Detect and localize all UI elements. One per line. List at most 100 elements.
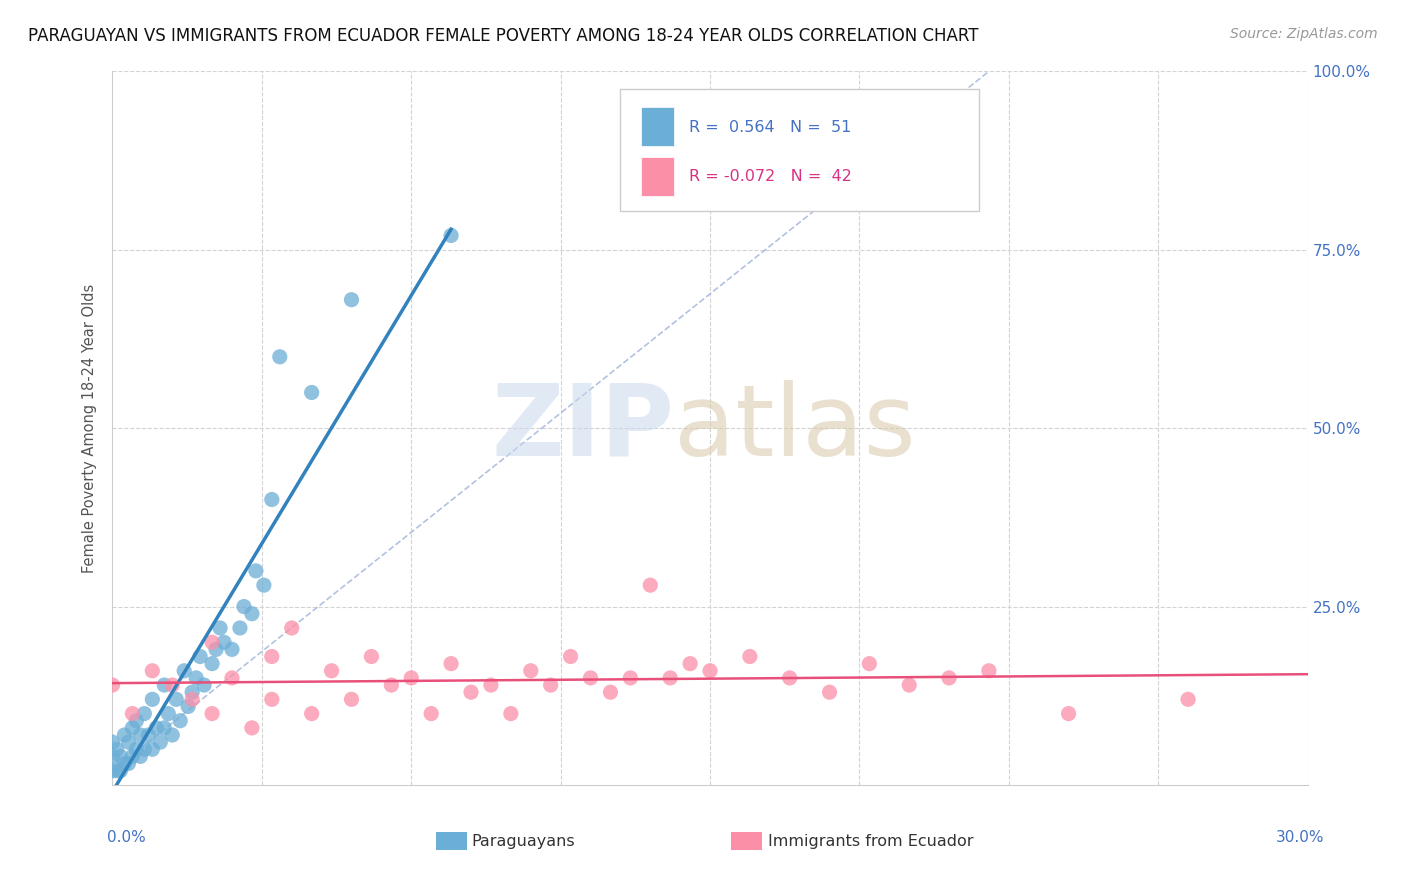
Point xyxy=(229,621,252,635)
Point xyxy=(129,749,152,764)
Point xyxy=(101,678,124,692)
Point xyxy=(401,671,423,685)
Point xyxy=(679,657,702,671)
Point xyxy=(858,657,880,671)
Point xyxy=(233,599,256,614)
FancyBboxPatch shape xyxy=(641,107,675,146)
Point xyxy=(169,714,191,728)
Point xyxy=(117,756,139,771)
Point xyxy=(560,649,582,664)
Point xyxy=(221,671,243,685)
Point xyxy=(153,721,176,735)
Point xyxy=(193,678,215,692)
Point xyxy=(898,678,921,692)
Point xyxy=(138,728,160,742)
Point xyxy=(619,671,641,685)
Point xyxy=(153,678,176,692)
Point xyxy=(181,692,204,706)
Point xyxy=(125,742,148,756)
Point xyxy=(659,671,682,685)
Point xyxy=(260,649,283,664)
Point xyxy=(114,756,135,771)
Point xyxy=(738,649,761,664)
Point xyxy=(253,578,276,592)
Point xyxy=(440,657,463,671)
Point xyxy=(165,692,187,706)
Point xyxy=(181,685,204,699)
Point xyxy=(173,664,195,678)
Point xyxy=(479,678,502,692)
Point xyxy=(157,706,180,721)
Point xyxy=(201,657,224,671)
Text: 30.0%: 30.0% xyxy=(1277,830,1324,845)
Text: 0.0%: 0.0% xyxy=(107,830,146,845)
Point xyxy=(101,735,124,749)
Point xyxy=(141,664,163,678)
Point xyxy=(301,385,323,400)
Point xyxy=(579,671,602,685)
Point xyxy=(779,671,801,685)
Point xyxy=(269,350,291,364)
Text: R =  0.564   N =  51: R = 0.564 N = 51 xyxy=(689,120,851,135)
Point xyxy=(360,649,382,664)
Point xyxy=(162,728,183,742)
Point xyxy=(1177,692,1199,706)
Point xyxy=(117,735,139,749)
Point xyxy=(699,664,721,678)
Point xyxy=(520,664,543,678)
Point xyxy=(301,706,323,721)
Point xyxy=(125,714,148,728)
Text: Immigrants from Ecuador: Immigrants from Ecuador xyxy=(768,834,973,848)
Text: ZIP: ZIP xyxy=(491,380,675,476)
Point xyxy=(121,749,143,764)
Point xyxy=(1057,706,1080,721)
Y-axis label: Female Poverty Among 18-24 Year Olds: Female Poverty Among 18-24 Year Olds xyxy=(82,284,97,573)
Point xyxy=(340,692,363,706)
Point xyxy=(177,699,200,714)
Point xyxy=(110,764,132,778)
Point xyxy=(141,692,163,706)
Point xyxy=(205,642,228,657)
Point xyxy=(186,671,208,685)
FancyBboxPatch shape xyxy=(620,89,979,211)
Point xyxy=(460,685,482,699)
FancyBboxPatch shape xyxy=(641,157,675,196)
Point xyxy=(240,607,263,621)
Point xyxy=(977,664,1000,678)
Point xyxy=(149,735,172,749)
Text: atlas: atlas xyxy=(675,380,915,476)
Text: Source: ZipAtlas.com: Source: ZipAtlas.com xyxy=(1230,27,1378,41)
Point xyxy=(499,706,522,721)
Point xyxy=(340,293,363,307)
Point xyxy=(208,621,231,635)
Point xyxy=(141,742,163,756)
Point xyxy=(260,692,283,706)
Point xyxy=(420,706,443,721)
Point xyxy=(638,578,662,592)
Point xyxy=(245,564,267,578)
Point xyxy=(321,664,343,678)
Point xyxy=(105,764,128,778)
Point xyxy=(101,749,124,764)
Text: R = -0.072   N =  42: R = -0.072 N = 42 xyxy=(689,169,852,185)
Point xyxy=(938,671,960,685)
Point xyxy=(105,742,128,756)
Point xyxy=(818,685,841,699)
Point xyxy=(221,642,243,657)
Point xyxy=(134,742,156,756)
Point xyxy=(281,621,304,635)
Point xyxy=(121,706,143,721)
Point xyxy=(201,635,224,649)
Point xyxy=(121,721,143,735)
Point xyxy=(114,728,135,742)
Point xyxy=(380,678,402,692)
Text: PARAGUAYAN VS IMMIGRANTS FROM ECUADOR FEMALE POVERTY AMONG 18-24 YEAR OLDS CORRE: PARAGUAYAN VS IMMIGRANTS FROM ECUADOR FE… xyxy=(28,27,979,45)
Point xyxy=(110,749,132,764)
Text: Paraguayans: Paraguayans xyxy=(471,834,575,848)
Point xyxy=(240,721,263,735)
Point xyxy=(162,678,183,692)
Point xyxy=(129,728,152,742)
Point xyxy=(260,492,283,507)
Point xyxy=(188,649,211,664)
Point xyxy=(145,721,167,735)
